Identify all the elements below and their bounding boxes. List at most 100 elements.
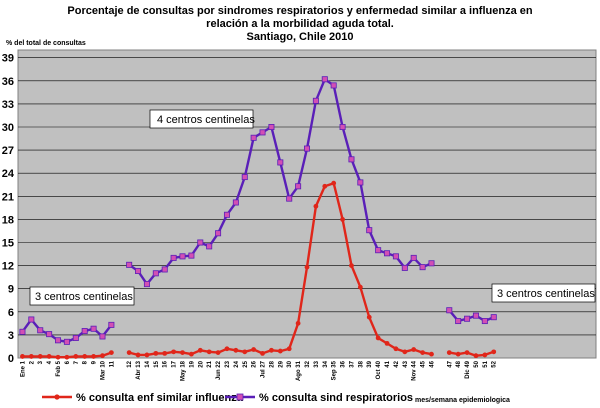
respiratorios-point bbox=[152, 270, 159, 277]
respiratorios-point bbox=[206, 243, 213, 250]
x-tick-label: 7 bbox=[74, 360, 80, 364]
influenza-point bbox=[482, 352, 488, 358]
x-axis-label: mes/semana epidemiologica bbox=[415, 397, 510, 404]
x-tick-label: 43 bbox=[403, 360, 409, 367]
influenza-point bbox=[491, 349, 497, 355]
x-tick-label: 19 bbox=[189, 360, 195, 367]
x-tick-label: 15 bbox=[154, 360, 160, 367]
influenza-point bbox=[46, 354, 52, 359]
influenza-point bbox=[206, 349, 212, 355]
x-tick-label: 52 bbox=[492, 360, 498, 367]
y-tick-label: 21 bbox=[2, 191, 14, 203]
respiratorios-point bbox=[81, 328, 88, 335]
y-axis-label: % del total de consultas bbox=[6, 40, 86, 47]
x-tick-label: 24 bbox=[234, 360, 240, 367]
influenza-point bbox=[411, 347, 417, 352]
influenza-point bbox=[82, 354, 88, 359]
x-tick-label: 8 bbox=[83, 360, 89, 364]
influenza-point bbox=[446, 350, 452, 356]
respiratorios-point bbox=[490, 314, 497, 321]
influenza-point bbox=[20, 354, 25, 359]
legend-marker-influenza bbox=[54, 394, 60, 400]
respiratorios-point bbox=[286, 195, 293, 202]
annotation-3-centros-right-text: 3 centros centinelas bbox=[497, 288, 595, 300]
x-axis-ticks: Ene 1 2 3 4 Feb 5 6 7 8 9 Mar 10 11 12 Abr 13 14 15 16 1… bbox=[20, 360, 497, 381]
x-tick-label: Feb 5 bbox=[56, 360, 62, 376]
legend-label-respiratorios: % consulta sind respiratorios bbox=[259, 392, 413, 404]
x-tick-label: 4 bbox=[47, 360, 53, 364]
respiratorios-point bbox=[481, 318, 488, 325]
respiratorios-point bbox=[215, 230, 222, 237]
respiratorios-point bbox=[179, 253, 186, 260]
influenza-point bbox=[340, 217, 345, 222]
y-tick-label: 0 bbox=[8, 353, 14, 365]
respiratorios-point bbox=[428, 260, 435, 267]
influenza-point bbox=[100, 353, 105, 359]
respiratorios-point bbox=[303, 145, 310, 152]
influenza-point bbox=[135, 352, 141, 358]
x-tick-label: 20 bbox=[198, 360, 204, 367]
x-tick-label: 51 bbox=[483, 360, 489, 367]
respiratorios-point bbox=[455, 318, 462, 325]
influenza-point bbox=[322, 183, 328, 189]
x-tick-label: 9 bbox=[92, 360, 98, 364]
influenza-point bbox=[28, 354, 34, 359]
respiratorios-point bbox=[268, 124, 275, 131]
respiratorios-point bbox=[250, 134, 257, 141]
x-tick-label: 34 bbox=[323, 360, 329, 367]
respiratorios-point bbox=[55, 337, 62, 344]
influenza-point bbox=[144, 352, 150, 358]
y-tick-label: 27 bbox=[2, 145, 14, 157]
respiratorios-point bbox=[19, 328, 26, 335]
annotation-3-centros-right: 3 centros centinelas bbox=[491, 283, 596, 303]
y-tick-label: 9 bbox=[8, 284, 14, 296]
respiratorios-point bbox=[241, 174, 248, 181]
respiratorios-point bbox=[348, 156, 355, 163]
chart-title-line-1: Porcentaje de consultas por sindromes re… bbox=[67, 5, 532, 17]
legend-item-respiratorios: % consulta sind respiratorios bbox=[225, 392, 413, 404]
influenza-point bbox=[375, 335, 381, 341]
legend-label-influenza: % consulta enf similar influenza bbox=[76, 392, 244, 404]
respiratorios-point bbox=[321, 76, 328, 83]
influenza-point bbox=[189, 351, 194, 357]
influenza-point bbox=[349, 263, 354, 268]
x-tick-label: 33 bbox=[314, 360, 320, 367]
influenza-point bbox=[251, 347, 257, 352]
respiratorios-point bbox=[384, 250, 391, 257]
y-tick-label: 39 bbox=[2, 53, 14, 65]
x-tick-label: 47 bbox=[447, 360, 453, 367]
chart-title-line-2: relación a la morbilidad aguda total. bbox=[206, 18, 394, 30]
influenza-point bbox=[384, 340, 390, 346]
influenza-point bbox=[286, 346, 292, 352]
legend-marker-respiratorios bbox=[236, 393, 244, 401]
respiratorios-point bbox=[410, 254, 417, 261]
x-tick-label: 6 bbox=[65, 360, 71, 364]
respiratorios-point bbox=[37, 327, 44, 334]
x-tick-label: Ene 1 bbox=[20, 360, 26, 377]
influenza-point bbox=[295, 320, 301, 326]
respiratorios-point bbox=[72, 334, 79, 341]
x-tick-label: 12 bbox=[127, 360, 133, 367]
influenza-point bbox=[162, 350, 168, 356]
x-tick-label: 3 bbox=[38, 360, 44, 364]
influenza-point bbox=[91, 354, 96, 359]
influenza-point bbox=[402, 349, 408, 355]
x-tick-label: 29 bbox=[278, 360, 284, 367]
influenza-point bbox=[393, 346, 399, 352]
respiratorios-point bbox=[28, 316, 35, 323]
influenza-point bbox=[260, 350, 265, 356]
respiratorios-point bbox=[366, 227, 373, 234]
respiratorios-point bbox=[277, 159, 284, 166]
respiratorios-point bbox=[99, 333, 106, 340]
influenza-point bbox=[304, 264, 310, 270]
respiratorios-point bbox=[392, 253, 399, 260]
influenza-point bbox=[64, 354, 70, 360]
annotation-3-centros-left: 3 centros centinelas bbox=[29, 286, 135, 306]
x-tick-label: 17 bbox=[172, 360, 178, 367]
x-tick-label: 23 bbox=[225, 360, 231, 367]
influenza-point bbox=[55, 354, 61, 360]
influenza-point bbox=[126, 350, 132, 356]
x-tick-label: 28 bbox=[269, 360, 275, 367]
